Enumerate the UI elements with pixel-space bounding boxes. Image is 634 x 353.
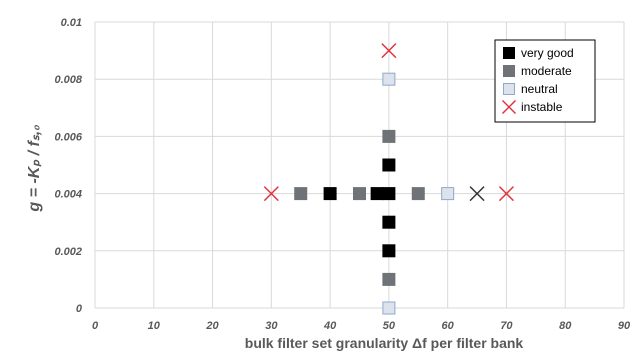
- x-tick-label: 0: [92, 320, 99, 332]
- marker-x: [263, 186, 279, 202]
- marker-square: [382, 158, 396, 172]
- marker-square: [294, 187, 308, 201]
- y-tick-label: 0.006: [54, 131, 82, 143]
- y-tick-label: 0.01: [61, 17, 82, 29]
- legend-label: instable: [521, 100, 563, 114]
- marker-square: [382, 301, 396, 315]
- y-tick-label: 0.004: [54, 189, 82, 201]
- x-axis-title: bulk filter set granularity Δf per filte…: [245, 335, 524, 351]
- marker-x-stroke: [381, 43, 397, 59]
- marker-square: [382, 215, 396, 229]
- x-tick-label: 10: [148, 320, 161, 332]
- x-tick-label: 20: [205, 320, 219, 332]
- y-tick-labels: 0 0.002 0.004 0.006 0.008 0.01: [54, 17, 82, 315]
- marker-x: [469, 186, 485, 202]
- marker-x-stroke: [469, 186, 485, 202]
- marker-square: [353, 187, 366, 201]
- legend: very good moderate neutral instable: [494, 39, 596, 123]
- marker-square: [323, 187, 337, 201]
- x-tick-label: 70: [500, 320, 513, 332]
- marker-square: [411, 187, 425, 201]
- marker-x-stroke: [501, 99, 517, 115]
- x-tick-label: 50: [383, 320, 396, 332]
- marker-square: [382, 244, 396, 258]
- x-tick-label: 60: [442, 320, 455, 332]
- marker-x-stroke: [263, 186, 279, 202]
- marker-x-stroke: [498, 186, 514, 202]
- x-tick-label: 80: [559, 320, 572, 332]
- legend-label: moderate: [521, 64, 572, 78]
- y-tick-label: 0.002: [54, 246, 82, 258]
- x-tick-label: 90: [618, 320, 631, 332]
- y-tick-label: 0.008: [54, 74, 82, 86]
- legend-label: neutral: [521, 82, 558, 96]
- y-axis-title: g = -Kₚ / fₛ,₀: [26, 124, 43, 212]
- marker-square: [503, 65, 515, 77]
- x-tick-label: 40: [323, 320, 337, 332]
- y-tick-label: 0: [76, 303, 83, 315]
- marker-square: [503, 47, 515, 59]
- grid-lines: [94, 21, 625, 309]
- legend-label: very good: [521, 46, 574, 60]
- x-tick-labels: 0 10 20 30 40 50 60 70 80 90: [92, 320, 631, 332]
- marker-square: [382, 129, 396, 143]
- marker-x: [498, 186, 514, 202]
- marker-square: [382, 72, 396, 86]
- marker-square: [503, 83, 515, 95]
- marker-square: [382, 272, 396, 286]
- marker-x: [381, 43, 397, 59]
- legend-items: very good moderate neutral instable: [501, 46, 574, 115]
- marker-x: [501, 99, 517, 115]
- marker-square: [382, 187, 396, 201]
- data-points: [263, 43, 514, 315]
- marker-square: [370, 187, 384, 201]
- marker-square: [441, 187, 455, 201]
- x-tick-label: 30: [265, 320, 278, 332]
